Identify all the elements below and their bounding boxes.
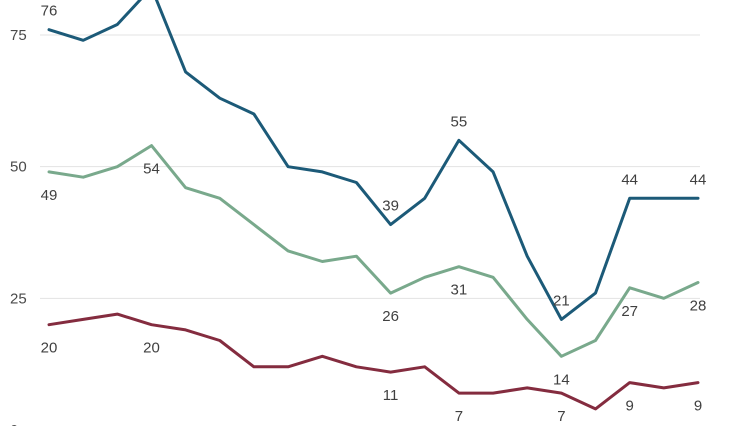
y-tick-label-25: 25	[10, 290, 27, 307]
data-label-s2-19: 28	[690, 298, 707, 315]
data-label-s1-12: 55	[451, 113, 468, 130]
data-label-s3-15: 7	[557, 408, 565, 425]
data-labels: 76 39 55 21 44 44 49 54 26 31 14 27 28 20 20 11 7 7 9 9	[41, 3, 707, 425]
series-lines	[47, 0, 700, 411]
grid-lines	[40, 34, 700, 299]
data-label-s3-0: 20	[41, 340, 58, 357]
series-line-2	[47, 144, 700, 358]
data-label-s1-10: 39	[382, 198, 399, 215]
data-label-s1-19: 44	[690, 171, 707, 188]
data-label-s3-17: 9	[626, 398, 634, 415]
data-label-s3-19: 9	[694, 398, 702, 415]
data-label-s2-12: 31	[451, 282, 468, 299]
data-label-s3-3: 20	[143, 340, 160, 357]
data-label-s2-0: 49	[41, 187, 58, 204]
data-label-s2-10: 26	[382, 308, 399, 325]
data-label-s1-17: 44	[621, 171, 638, 188]
y-axis-tick-labels: 0 25 50 75	[10, 27, 27, 426]
series-line-3	[47, 312, 700, 411]
y-tick-label-75: 75	[10, 27, 27, 44]
y-tick-label-50: 50	[10, 159, 27, 176]
data-label-s3-10: 11	[383, 387, 399, 404]
data-label-s1-15: 21	[553, 292, 570, 309]
series-line-1	[47, 0, 700, 321]
data-label-s2-15: 14	[553, 371, 570, 388]
data-label-s3-12: 7	[455, 408, 463, 425]
data-label-s1-0: 76	[41, 3, 58, 20]
data-label-s2-3: 54	[143, 161, 160, 178]
data-label-s2-17: 27	[621, 303, 638, 320]
y-tick-label-0: 0	[10, 422, 18, 426]
